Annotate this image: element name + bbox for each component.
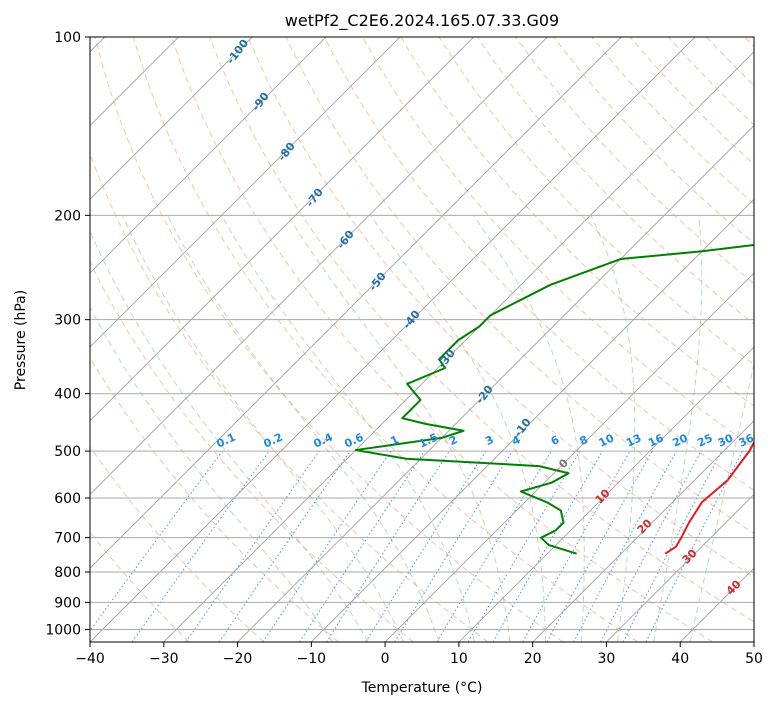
- isotherm-line: [90, 37, 327, 274]
- y-tick-label: 300: [54, 313, 81, 329]
- dry-adiabat-line: [515, 37, 754, 285]
- moist-adiabats: [90, 215, 754, 642]
- mixing-ratio-line: [645, 450, 743, 642]
- dry-adiabats: [90, 37, 754, 642]
- mixing-ratio-label: 36: [737, 431, 757, 449]
- x-tick-label: 40: [671, 651, 689, 667]
- dry-adiabat-line: [171, 37, 713, 642]
- x-tick-label: 0: [381, 651, 390, 667]
- isotherm-line: [90, 37, 696, 642]
- x-tick-label: −30: [149, 651, 179, 667]
- y-axis-ticks: 100 200 300 400 500 600 700 800 900 1000: [45, 30, 90, 638]
- mixing-ratio-line: [299, 450, 426, 642]
- dry-adiabat-line: [90, 446, 265, 642]
- profile-series: [354, 244, 754, 555]
- mixing-ratio-line: [394, 450, 513, 642]
- moist-adiabat-line: [90, 306, 333, 642]
- dry-adiabat-line: [285, 37, 754, 534]
- isotherm-line: [384, 272, 754, 642]
- isotherm-line: [163, 51, 754, 642]
- mixing-ratio-line: [262, 450, 392, 642]
- skewed-isotherms: [90, 37, 754, 642]
- mixing-ratio-line: [522, 450, 631, 642]
- dry-adiabat-line: [323, 37, 754, 491]
- mixing-ratio-line: [90, 450, 223, 632]
- dry-adiabat-line: [247, 37, 754, 578]
- y-tick-label: 600: [54, 491, 81, 507]
- y-tick-label: 200: [54, 208, 81, 224]
- plot-frame: [89, 36, 755, 643]
- x-tick-label: 20: [524, 651, 542, 667]
- isotherm-line: [311, 198, 754, 642]
- moist-adiabat-line: [370, 215, 547, 642]
- profile-line: [664, 440, 754, 555]
- mixing-ratio-label: 10: [597, 431, 617, 449]
- chart-title: wetPf2_C2E6.2024.165.07.33.G09: [285, 11, 559, 31]
- x-axis-ticks: −40 −30 −20 −10 0 10 20 30 40 50: [75, 642, 763, 667]
- isotherm-line: [90, 37, 548, 496]
- y-axis-label: Pressure (hPa): [13, 290, 29, 390]
- isotherm-line: [458, 346, 754, 642]
- mixing-ratio-label: 20: [671, 431, 691, 449]
- mixing-ratio-line: [573, 450, 677, 642]
- y-tick-label: 700: [54, 531, 81, 547]
- x-tick-label: 30: [598, 651, 616, 667]
- x-tick-label: 10: [450, 651, 468, 667]
- mixing-ratio-line: [218, 450, 351, 642]
- isotherm-line: [90, 37, 622, 569]
- mixing-ratio-label: 16: [646, 431, 666, 449]
- y-tick-label: 1000: [45, 622, 81, 638]
- y-tick-label: 800: [54, 565, 81, 581]
- profile-line: [354, 244, 754, 555]
- x-tick-label: −10: [297, 651, 327, 667]
- x-tick-label: −40: [75, 651, 105, 667]
- dry-adiabat-line: [94, 37, 564, 642]
- dry-adiabat-line: [476, 37, 754, 325]
- mixing-ratio-label: 30: [716, 431, 736, 449]
- mixing-ratio-label: 25: [695, 431, 714, 449]
- moist-adiabat-line: [221, 215, 475, 642]
- isotherm-line: [532, 420, 754, 642]
- isobar-gridlines: [90, 37, 754, 630]
- mixing-ratio-line: [131, 450, 270, 642]
- isotherm-line: [90, 37, 253, 200]
- mixing-ratio-line: [326, 450, 450, 642]
- dry-adiabat-line: [132, 37, 639, 642]
- isotherm-line: [237, 124, 754, 642]
- moist-adiabat-line: [473, 215, 585, 642]
- dry-adiabat-line: [209, 37, 754, 623]
- dry-adiabat-line: [438, 37, 754, 366]
- moist-adiabat-line: [90, 229, 369, 642]
- mixing-ratio-label: 13: [624, 431, 643, 449]
- y-tick-label: 500: [54, 444, 81, 460]
- y-tick-label: 400: [54, 387, 81, 403]
- mixing-ratio-line: [546, 450, 653, 642]
- dry-adiabat-line: [90, 356, 339, 642]
- isotherm-line: [606, 493, 754, 642]
- dry-adiabat-line: [90, 260, 414, 642]
- moist-adiabat-line: [121, 215, 405, 642]
- moist-adiabat-line: [590, 215, 636, 642]
- x-tick-label: −20: [223, 651, 253, 667]
- x-tick-label: 50: [745, 651, 763, 667]
- y-tick-label: 100: [54, 30, 81, 46]
- mixing-ratio-line: [185, 450, 320, 642]
- isotherm-line: [90, 37, 474, 422]
- y-tick-label: 900: [54, 595, 81, 611]
- isotherm-line: [90, 37, 401, 348]
- moist-adiabat-line: [653, 215, 703, 642]
- x-axis-label: Temperature (°C): [361, 680, 483, 696]
- mixing-ratio-lines: [90, 450, 743, 642]
